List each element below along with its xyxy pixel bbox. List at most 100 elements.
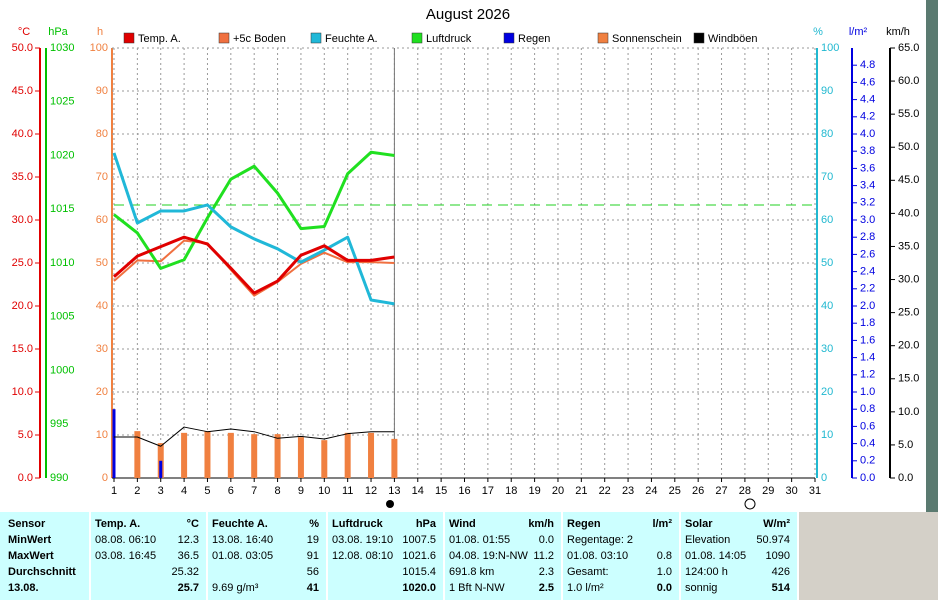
col-header: Luftdruck: [332, 518, 384, 530]
col-header: Solar: [685, 518, 713, 530]
cell-text: Gesamt:: [567, 566, 609, 578]
cell-text: 01.08. 14:05: [685, 550, 746, 562]
y-tick-label: 4.6: [860, 76, 875, 88]
x-tick-label: 8: [275, 485, 281, 497]
x-tick-label: 9: [298, 485, 304, 497]
cell-value: 41: [307, 582, 319, 594]
cell-text: sonnig: [685, 582, 717, 594]
legend-swatch: [693, 32, 705, 44]
cell-text: 1.0 l/m²: [567, 582, 604, 594]
y-tick-label: 30.0: [12, 214, 33, 226]
x-tick-label: 6: [228, 485, 234, 497]
y-tick-label: 3.8: [860, 145, 875, 157]
x-tick-label: 28: [739, 485, 751, 497]
cell-value: 0.0: [657, 582, 672, 594]
legend-label: Luftdruck: [426, 33, 472, 45]
y-tick-label: 1010: [50, 257, 74, 269]
x-tick-label: 31: [809, 485, 821, 497]
cell-value: 91: [307, 550, 319, 562]
y-tick-label: 80: [821, 128, 833, 140]
y-tick-label: 0.0: [898, 472, 913, 484]
axis-unit: %: [813, 26, 823, 38]
cell-value: 426: [772, 566, 790, 578]
y-tick-label: 3.2: [860, 197, 875, 209]
y-tick-label: 90: [821, 85, 833, 97]
x-tick-label: 23: [622, 485, 634, 497]
cell-text: Regentage: 2: [567, 534, 633, 546]
y-tick-label: 30: [96, 343, 108, 355]
x-tick-label: 3: [158, 485, 164, 497]
bar: [368, 432, 375, 478]
y-tick-label: 20.0: [898, 340, 919, 352]
x-tick-label: 21: [575, 485, 587, 497]
y-tick-label: 100: [821, 42, 839, 54]
x-tick-label: 13: [388, 485, 400, 497]
legend-label: +5c Boden: [233, 33, 286, 45]
x-tick-label: 11: [342, 485, 353, 497]
cell-value: 0.0: [539, 534, 554, 546]
series-line: [112, 152, 395, 306]
cell-text: 9.69 g/m³: [212, 582, 259, 594]
bar: [204, 431, 211, 478]
bar: [321, 440, 328, 478]
y-tick-label: 0.0: [18, 472, 33, 484]
y-tick-label: 30: [821, 343, 833, 355]
x-tick-label: 2: [134, 485, 140, 497]
bar: [274, 434, 281, 478]
y-tick-label: 2.6: [860, 248, 875, 260]
cell-value: 2.5: [539, 582, 554, 594]
x-tick-label: 14: [412, 485, 424, 497]
moon-new: [744, 498, 756, 510]
cell-value: 36.5: [178, 550, 199, 562]
legend-swatch: [310, 32, 322, 44]
col-unit: %: [309, 518, 319, 530]
row-label: MinWert: [8, 534, 52, 546]
y-tick-label: 1025: [50, 96, 74, 108]
series-line: [113, 150, 395, 270]
cell-value: 2.3: [539, 566, 554, 578]
cell-text: 13.08. 16:40: [212, 534, 273, 546]
table-rest: [798, 512, 938, 600]
axis-unit: km/h: [886, 26, 910, 38]
y-tick-label: 1.6: [860, 334, 875, 346]
x-tick-label: 16: [458, 485, 470, 497]
cell-text: 03.08. 19:10: [332, 534, 393, 546]
bar: [227, 432, 234, 478]
series-line: [113, 235, 395, 295]
cell-text: 1 Bft N-NW: [449, 582, 505, 594]
y-tick-label: 2.8: [860, 231, 875, 243]
y-tick-label: 4.8: [860, 59, 875, 71]
y-tick-label: 10: [821, 429, 833, 441]
y-tick-label: 0.2: [860, 455, 875, 467]
cell-text: 08.08. 06:10: [95, 534, 156, 546]
row-label: Durchschnitt: [8, 566, 76, 578]
y-tick-label: 20: [96, 386, 108, 398]
x-tick-label: 19: [528, 485, 540, 497]
y-tick-label: 40.0: [12, 128, 33, 140]
y-tick-label: 20.0: [12, 300, 33, 312]
cell-value: 1090: [766, 550, 790, 562]
y-tick-label: 0.0: [860, 472, 875, 484]
y-tick-label: 90: [96, 85, 108, 97]
row-label: 13.08.: [8, 582, 39, 594]
cell-value: 514: [772, 582, 791, 594]
y-tick-label: 990: [50, 472, 68, 484]
bar: [157, 443, 164, 478]
cell-value: 11.2: [533, 550, 554, 562]
bar: [134, 431, 141, 478]
cell-value: 1007.5: [402, 534, 436, 546]
legend-label: Sonnenschein: [612, 33, 682, 45]
y-tick-label: 1000: [50, 364, 74, 376]
x-tick-label: 26: [692, 485, 704, 497]
bar: [159, 460, 163, 478]
cell-text: 04.08. 19:N-NW: [449, 550, 528, 562]
col-unit: W/m²: [763, 518, 790, 530]
cell-value: 1.0: [657, 566, 672, 578]
y-tick-label: 3.0: [860, 214, 875, 226]
y-tick-label: 35.0: [898, 240, 919, 252]
col-header: Feuchte A.: [212, 518, 268, 530]
y-tick-label: 5.0: [898, 439, 913, 451]
y-tick-label: 2.4: [860, 266, 875, 278]
